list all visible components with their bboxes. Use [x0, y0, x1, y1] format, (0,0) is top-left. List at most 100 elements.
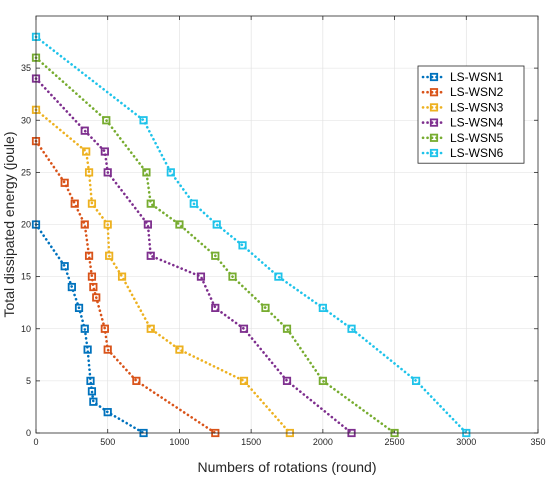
data-point	[211, 303, 220, 313]
series-line	[34, 108, 292, 435]
data-point	[239, 324, 249, 333]
data-point	[189, 199, 198, 208]
data-point	[89, 397, 98, 406]
data-point	[146, 199, 155, 208]
x-tick-label: 350	[530, 437, 545, 447]
data-point	[261, 303, 270, 313]
data-point	[70, 199, 79, 208]
legend-swatch-marker	[429, 88, 439, 97]
data-point	[80, 324, 89, 333]
series-ls-wsn3	[31, 105, 294, 438]
data-point	[80, 126, 89, 135]
data-point	[211, 251, 220, 260]
x-tick-label: 1000	[169, 437, 189, 447]
data-point	[318, 376, 327, 385]
data-point	[67, 282, 76, 292]
x-tick-label: 1500	[241, 437, 261, 447]
legend-item: LS-WSN3	[421, 100, 504, 114]
data-point	[80, 220, 89, 229]
legend-swatch-marker	[429, 133, 439, 142]
legend-label: LS-WSN4	[450, 116, 504, 130]
data-point	[103, 220, 112, 229]
data-point	[105, 251, 114, 260]
legend-item: LS-WSN4	[421, 116, 504, 130]
legend-item: LS-WSN2	[421, 85, 504, 99]
series-line	[34, 56, 396, 435]
y-tick-label: 15	[21, 272, 31, 282]
data-point	[274, 272, 283, 281]
y-axis-label: Total dissipated energy (joule)	[1, 132, 17, 318]
series-line	[34, 139, 217, 435]
series-ls-wsn6	[31, 32, 471, 438]
y-tick-label: 35	[21, 63, 31, 73]
legend-swatch-marker	[429, 103, 439, 112]
legend-item: LS-WSN5	[421, 131, 504, 145]
data-point	[117, 272, 127, 281]
legend-item: LS-WSN1	[421, 70, 504, 84]
series-ls-wsn5	[31, 53, 399, 438]
legend-label: LS-WSN3	[450, 100, 504, 114]
data-point	[212, 220, 221, 229]
legend-item: LS-WSN6	[421, 146, 504, 160]
legend-swatch-marker	[429, 118, 439, 127]
x-tick-label: 3000	[456, 437, 476, 447]
data-point	[87, 199, 97, 208]
data-point	[83, 345, 92, 354]
data-point	[411, 376, 421, 385]
data-point	[318, 303, 327, 313]
x-tick-label: 2000	[313, 437, 333, 447]
data-point	[84, 168, 94, 177]
data-point	[347, 324, 356, 333]
data-point	[142, 168, 151, 177]
data-point	[282, 376, 292, 385]
y-tick-label: 0	[26, 428, 31, 438]
series-layer	[31, 32, 471, 438]
data-point	[60, 262, 69, 271]
data-point	[196, 272, 206, 281]
data-point	[82, 147, 91, 156]
data-point	[139, 116, 148, 125]
data-point	[89, 282, 98, 292]
data-point	[238, 241, 247, 250]
legend-label: LS-WSN2	[450, 85, 504, 99]
x-tick-label: 500	[100, 437, 115, 447]
data-point	[228, 272, 237, 281]
series-ls-wsn2	[31, 136, 220, 438]
axis-ticks: 0 500 1000 1500 2000 2500 3000 3500510152025303…	[21, 16, 546, 447]
x-axis-label: Numbers of rotations (round)	[198, 459, 377, 475]
data-point	[132, 376, 141, 385]
data-point	[103, 345, 112, 354]
data-point	[175, 345, 184, 354]
data-point	[166, 168, 175, 177]
plot-area-frame	[35, 15, 539, 434]
data-point	[92, 293, 101, 302]
data-point	[102, 116, 111, 125]
series-line	[34, 77, 353, 435]
data-point	[87, 272, 97, 281]
legend-label: LS-WSN5	[450, 131, 504, 145]
y-tick-label: 20	[21, 220, 31, 230]
data-point	[100, 324, 109, 333]
y-tick-label: 25	[21, 167, 31, 177]
legend-label: LS-WSN1	[450, 70, 504, 84]
legend-label: LS-WSN6	[450, 146, 504, 160]
y-tick-label: 30	[21, 115, 31, 125]
data-point	[239, 376, 249, 385]
data-point	[60, 178, 69, 187]
data-point	[282, 324, 292, 333]
x-tick-label: 0	[33, 437, 38, 447]
data-point	[146, 251, 155, 260]
data-point	[143, 220, 152, 229]
data-point	[86, 376, 95, 385]
y-tick-label: 10	[21, 324, 31, 334]
data-point	[100, 147, 109, 156]
x-tick-label: 2500	[385, 437, 405, 447]
series-line	[34, 35, 468, 435]
data-point	[103, 168, 112, 177]
series-ls-wsn4	[31, 74, 356, 438]
legend-swatch-marker	[429, 148, 439, 158]
legend-box	[417, 65, 525, 164]
data-point	[74, 303, 84, 313]
